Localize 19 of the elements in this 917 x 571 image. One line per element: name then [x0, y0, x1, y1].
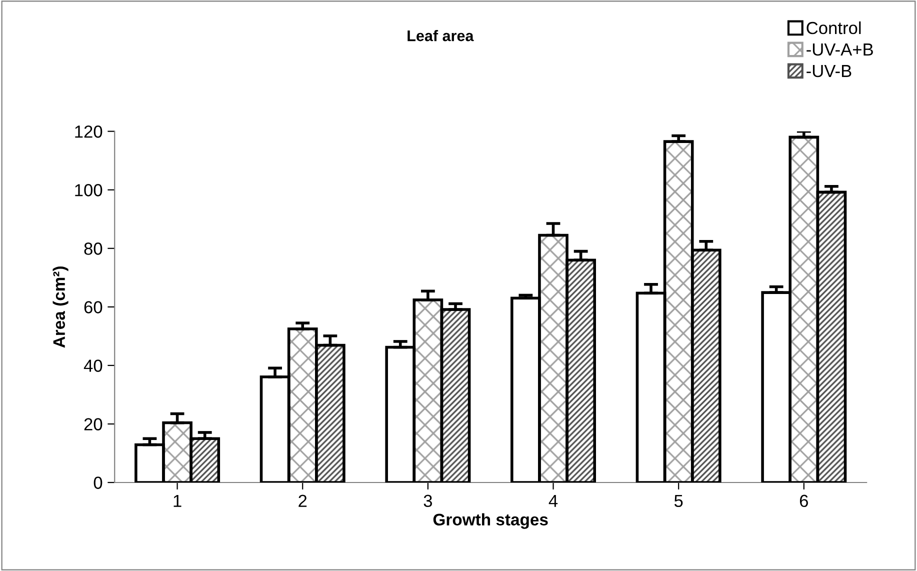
y-tick-label: 80: [84, 242, 102, 255]
x-tick-label: 1: [174, 494, 182, 507]
y-tick-label: 0: [94, 476, 102, 489]
x-tick-label: 5: [674, 494, 683, 508]
x-tick-label: 2: [298, 494, 307, 507]
legend-label: Control: [806, 21, 861, 34]
y-tick-label: 20: [84, 418, 102, 430]
x-tick-label: 4: [548, 494, 558, 507]
x-tick-label: 6: [800, 494, 808, 508]
y-tick-label: 120: [75, 126, 102, 138]
x-axis-title: Growth stages: [433, 513, 548, 529]
chart-title: Leaf area: [408, 30, 474, 42]
y-tick-label: 40: [84, 360, 102, 372]
y-axis-title: Area (cm²): [52, 266, 68, 348]
y-tick-label: 60: [84, 301, 102, 314]
y-tick-label: 100: [75, 184, 102, 196]
legend-label: -UV-A+B: [806, 44, 873, 56]
x-tick-label: 3: [424, 494, 432, 508]
legend-label: -UV-B: [806, 65, 852, 78]
